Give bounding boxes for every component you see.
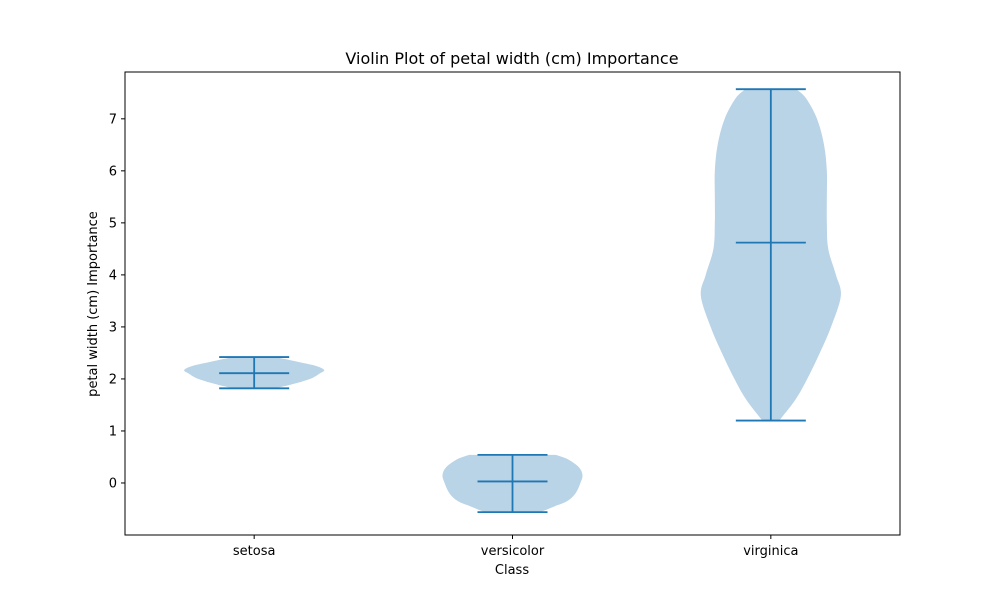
- y-tick-label: 5: [109, 216, 117, 231]
- x-axis-label: Class: [495, 563, 529, 578]
- y-tick-label: 6: [109, 164, 117, 179]
- x-tick-label-setosa: setosa: [233, 544, 276, 559]
- y-tick-label: 3: [109, 320, 117, 335]
- violin-setosa: [184, 356, 325, 390]
- y-tick-label: 7: [109, 112, 117, 127]
- y-tick-label: 4: [109, 268, 117, 283]
- violin-virginica: [700, 88, 841, 422]
- x-axis: setosa versicolor virginica: [233, 535, 798, 559]
- y-tick-label: 1: [109, 424, 117, 439]
- chart-title: Violin Plot of petal width (cm) Importan…: [345, 49, 678, 68]
- y-axis-label: petal width (cm) Importance: [86, 211, 101, 397]
- y-tick-label: 2: [109, 372, 117, 387]
- y-axis: 0 1 2 3 4 5 6 7: [109, 112, 125, 491]
- y-tick-label: 0: [109, 476, 117, 491]
- x-tick-label-virginica: virginica: [743, 544, 798, 559]
- violins-layer: [184, 88, 841, 514]
- x-tick-label-versicolor: versicolor: [481, 544, 545, 559]
- violin-versicolor: [442, 453, 583, 514]
